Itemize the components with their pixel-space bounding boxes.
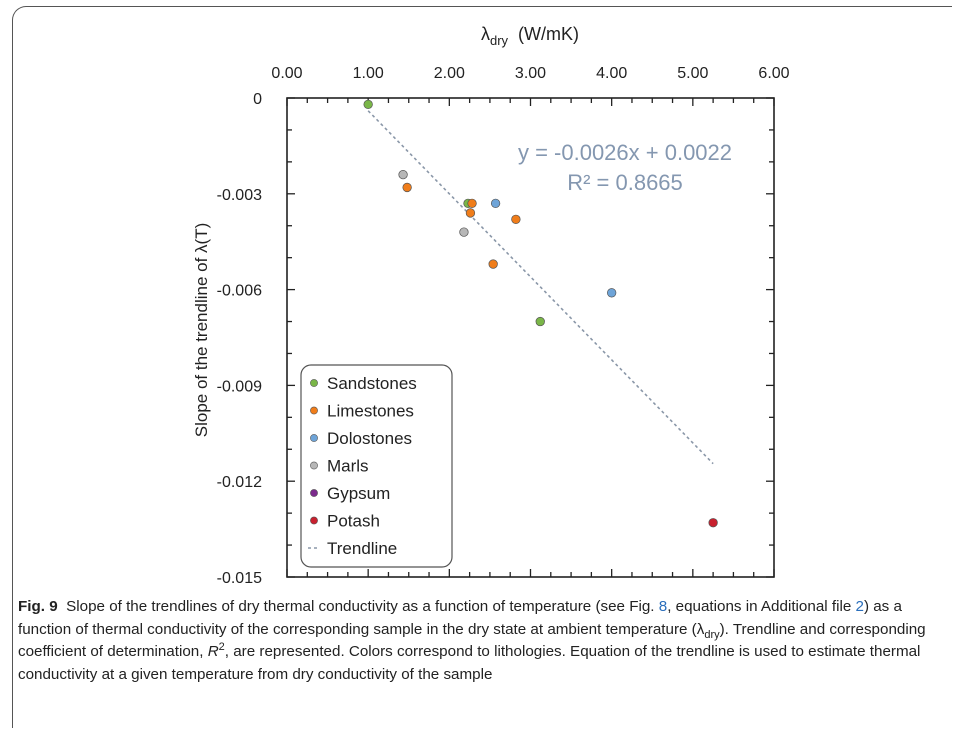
caption-subscript-dry: dry — [704, 628, 720, 641]
x-tick-label: 3.00 — [515, 65, 546, 82]
x-tick-labels: 0.00 1.00 2.00 3.00 4.00 5.00 6.00 — [271, 65, 789, 82]
x-axis-title: λdry (W/mK) — [481, 24, 579, 48]
trendline-equation: y = -0.0026x + 0.0022 — [518, 140, 732, 165]
figure-frame — [12, 6, 952, 728]
legend-marker — [310, 406, 318, 415]
x-tick-label: 0.00 — [271, 65, 302, 82]
y-tick-label: -0.009 — [217, 378, 262, 395]
legend-marker — [310, 434, 318, 442]
legend-label: Sandstones — [327, 374, 417, 393]
data-point — [398, 169, 408, 180]
y-tick-label: -0.015 — [217, 570, 262, 587]
caption-text-5: , are represented. Colors correspond to … — [18, 643, 921, 683]
scatter-chart: λdry (W/mK) 0.00 1.00 2.00 3.00 4.00 5.00 6.00 … — [192, 24, 790, 587]
data-point — [402, 182, 412, 193]
legend-box — [300, 364, 453, 568]
x-tick-label: 4.00 — [596, 65, 627, 82]
legend-label: Marls — [327, 457, 369, 476]
figure-caption: Fig. 9 Slope of the trendlines of dry th… — [18, 596, 948, 686]
caption-figure-label: Fig. 9 — [18, 598, 58, 615]
data-points — [363, 99, 718, 528]
y-tick-labels: 0 -0.003 -0.006 -0.009 -0.012 -0.015 — [217, 91, 262, 587]
legend-label: Potash — [327, 512, 380, 531]
data-point — [708, 518, 718, 528]
caption-r-symbol: R — [207, 643, 219, 660]
caption-file-link[interactable]: 2 — [855, 598, 864, 615]
y-tick-label: -0.012 — [217, 474, 262, 491]
data-point — [535, 316, 545, 327]
data-point — [511, 214, 521, 224]
y-axis-title: Slope of the trendline of λ(T) — [192, 223, 211, 438]
y-tick-label: 0 — [253, 91, 262, 108]
legend-marker — [310, 461, 318, 470]
caption-text-1: Slope of the trendlines of dry thermal c… — [66, 598, 659, 615]
data-point — [363, 99, 373, 110]
data-point — [490, 198, 501, 209]
y-tick-label: -0.006 — [217, 283, 262, 300]
data-point — [467, 198, 477, 209]
caption-text-4: ). Trendline and corresponding coefficie… — [18, 620, 926, 661]
legend-label: Gypsum — [327, 484, 390, 503]
data-point — [459, 227, 469, 237]
x-tick-label: 2.00 — [434, 65, 465, 82]
caption-text-3: ) as a function of thermal conductivity … — [18, 598, 902, 638]
data-point — [607, 288, 617, 298]
legend-marker — [310, 489, 318, 497]
legend-label: Limestones — [327, 402, 414, 421]
x-tick-label: 6.00 — [758, 65, 789, 82]
legend: Sandstones Limestones Dolostones Marls Gypsu… — [300, 364, 453, 568]
caption-text-2: , equations in Additional file — [667, 598, 856, 615]
y-tick-label: -0.003 — [217, 187, 262, 204]
legend-marker — [310, 379, 318, 387]
axis-ticks — [286, 97, 775, 578]
legend-label: Trendline — [327, 539, 397, 558]
trendline — [367, 110, 714, 465]
x-tick-label: 5.00 — [677, 65, 708, 82]
data-point — [465, 208, 476, 218]
caption-figure-link[interactable]: 8 — [658, 598, 668, 615]
legend-label: Dolostones — [327, 429, 412, 448]
x-tick-label: 1.00 — [353, 65, 384, 82]
data-point — [488, 259, 498, 269]
r-squared-label: R² = 0.8665 — [567, 170, 683, 195]
legend-marker — [310, 516, 318, 525]
caption-superscript-2: 2 — [218, 640, 225, 653]
